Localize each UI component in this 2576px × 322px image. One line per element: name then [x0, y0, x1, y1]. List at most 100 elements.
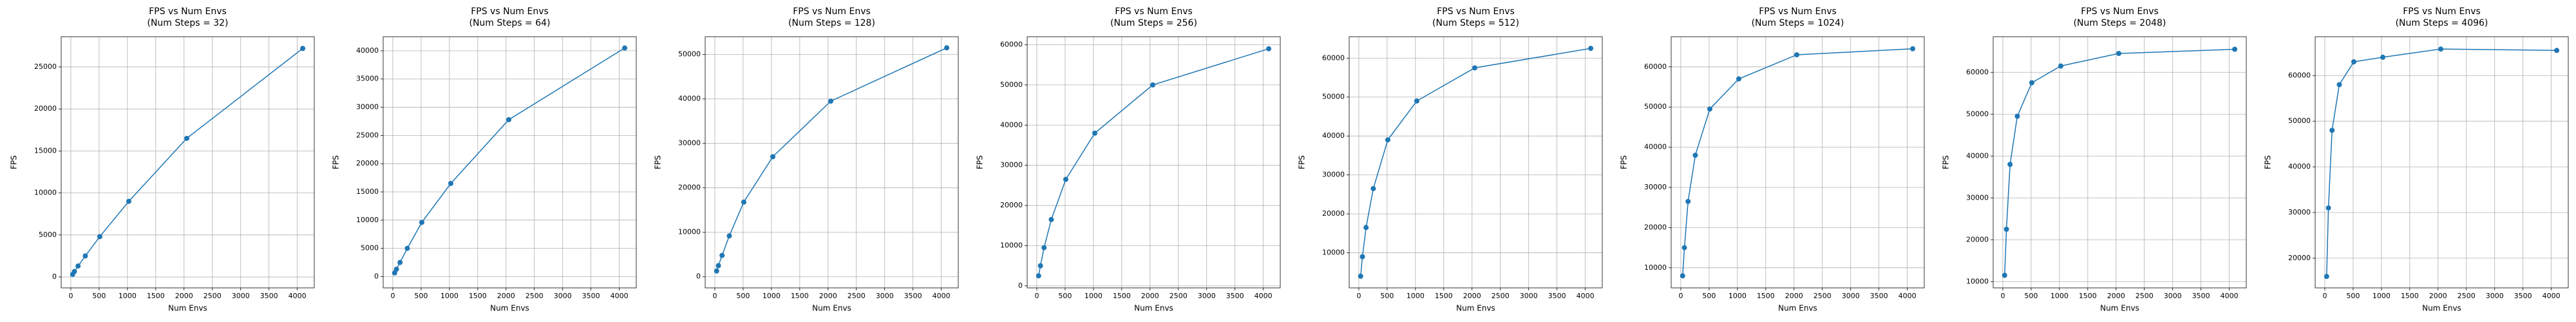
line — [72, 48, 303, 275]
y-tick-label: 10000 — [34, 189, 57, 197]
axes-frame — [1027, 36, 1281, 289]
marker — [1472, 65, 1478, 71]
x-tick-label: 1500 — [791, 292, 809, 300]
chart-subtitle: (Num Steps = 512) — [1432, 18, 1519, 28]
x-tick-label: 1000 — [2372, 292, 2391, 300]
y-tick-label: 30000 — [356, 103, 379, 111]
x-tick-label: 2000 — [1141, 292, 1159, 300]
x-axis-label: Num Envs — [490, 304, 529, 313]
x-tick-label: 0 — [1678, 292, 1683, 300]
axes-frame — [1349, 36, 1603, 289]
subplot: FPS vs Num Envs(Num Steps = 512) 0 500 1000… — [1298, 6, 1603, 313]
marker — [1092, 130, 1097, 136]
x-tick-label: 3000 — [1520, 292, 1538, 300]
y-tick-label: 0 — [696, 272, 701, 281]
y-tick-label: 0 — [374, 272, 379, 280]
marker — [1041, 245, 1047, 251]
y-tick-label: 20000 — [1322, 209, 1345, 218]
line — [1682, 48, 1913, 276]
x-tick-label: 4000 — [933, 292, 951, 300]
marker — [944, 45, 950, 51]
y-tick-label: 50000 — [1644, 102, 1667, 111]
chart-subtitle: (Num Steps = 1024) — [1752, 18, 1844, 28]
x-tick-label: 2000 — [1785, 292, 1803, 300]
marker — [1037, 263, 1043, 269]
y-tick-label: 30000 — [678, 139, 701, 147]
marker — [1414, 98, 1419, 104]
x-tick-label: 4000 — [611, 292, 629, 300]
x-tick-label: 1000 — [1406, 292, 1425, 300]
subplot: FPS vs Num Envs(Num Steps = 1024) 0 500 100… — [1620, 6, 1925, 313]
y-tick-label: 40000 — [1322, 131, 1345, 140]
y-tick-label: 60000 — [1000, 40, 1023, 48]
x-tick-label: 500 — [414, 292, 428, 300]
y-tick-label: 40000 — [678, 95, 701, 103]
x-tick-label: 3500 — [582, 292, 600, 300]
x-tick-label: 1500 — [2401, 292, 2419, 300]
y-tick-label: 10000 — [1322, 249, 1345, 257]
x-tick-label: 1000 — [440, 292, 459, 300]
marker — [2029, 80, 2034, 86]
marker — [2438, 46, 2444, 52]
marker — [828, 99, 834, 104]
y-tick-label: 50000 — [678, 50, 701, 59]
x-tick-label: 1000 — [118, 292, 137, 300]
x-tick-label: 0 — [1356, 292, 1361, 300]
x-tick-label: 2500 — [204, 292, 222, 300]
chart-subtitle: (Num Steps = 32) — [147, 18, 229, 28]
y-tick-label: 50000 — [1000, 80, 1023, 89]
marker — [1685, 198, 1691, 204]
line — [2326, 48, 2557, 277]
marker — [715, 263, 721, 269]
marker — [506, 117, 512, 122]
subplot: FPS vs Num Envs(Num Steps = 128) 0 500 1000… — [654, 6, 959, 313]
marker — [2336, 82, 2342, 88]
y-axis-label: FPS — [976, 155, 985, 169]
y-tick-label: 20000 — [356, 159, 379, 167]
y-tick-label: 20000 — [1644, 223, 1667, 231]
marker — [404, 245, 410, 251]
x-axis-label: Num Envs — [2422, 304, 2461, 313]
y-tick-label: 5000 — [361, 244, 379, 252]
marker — [2324, 274, 2329, 279]
x-tick-label: 2500 — [2458, 292, 2476, 300]
marker — [1363, 225, 1369, 231]
marker — [622, 45, 628, 51]
marker — [2007, 162, 2013, 167]
x-tick-label: 1500 — [147, 292, 165, 300]
y-tick-label: 35000 — [356, 75, 379, 83]
y-tick-label: 20000 — [1966, 235, 1989, 243]
x-tick-label: 2500 — [1814, 292, 1832, 300]
marker — [2351, 59, 2356, 64]
x-tick-label: 3500 — [1226, 292, 1244, 300]
x-tick-label: 0 — [2000, 292, 2005, 300]
x-tick-label: 3500 — [2514, 292, 2532, 300]
chart-subtitle: (Num Steps = 64) — [469, 18, 551, 28]
x-tick-label: 1000 — [1084, 292, 1103, 300]
chart-subtitle: (Num Steps = 2048) — [2074, 18, 2166, 28]
marker — [1736, 76, 1741, 82]
x-tick-label: 500 — [1380, 292, 1394, 300]
x-tick-label: 500 — [736, 292, 750, 300]
y-tick-label: 25000 — [34, 62, 57, 71]
subplot: FPS vs Num Envs(Num Steps = 4096) 0 500 100… — [2264, 6, 2569, 313]
y-tick-label: 40000 — [1966, 151, 1989, 160]
x-tick-label: 4000 — [2221, 292, 2239, 300]
x-tick-label: 2000 — [2107, 292, 2125, 300]
x-tick-label: 500 — [1058, 292, 1072, 300]
marker — [2058, 63, 2063, 69]
marker — [393, 267, 399, 272]
x-tick-label: 3000 — [554, 292, 572, 300]
y-tick-label: 30000 — [2288, 208, 2311, 216]
y-tick-label: 0 — [52, 272, 57, 281]
chart-title: FPS vs Num Envs — [1759, 6, 1837, 17]
marker — [126, 198, 131, 204]
x-tick-label: 1000 — [762, 292, 781, 300]
x-tick-label: 3000 — [2486, 292, 2504, 300]
marker — [1359, 254, 1365, 260]
marker — [1063, 176, 1068, 182]
x-tick-label: 0 — [2322, 292, 2327, 300]
y-tick-label: 40000 — [356, 46, 379, 55]
x-tick-label: 3500 — [260, 292, 278, 300]
x-tick-label: 2500 — [848, 292, 866, 300]
